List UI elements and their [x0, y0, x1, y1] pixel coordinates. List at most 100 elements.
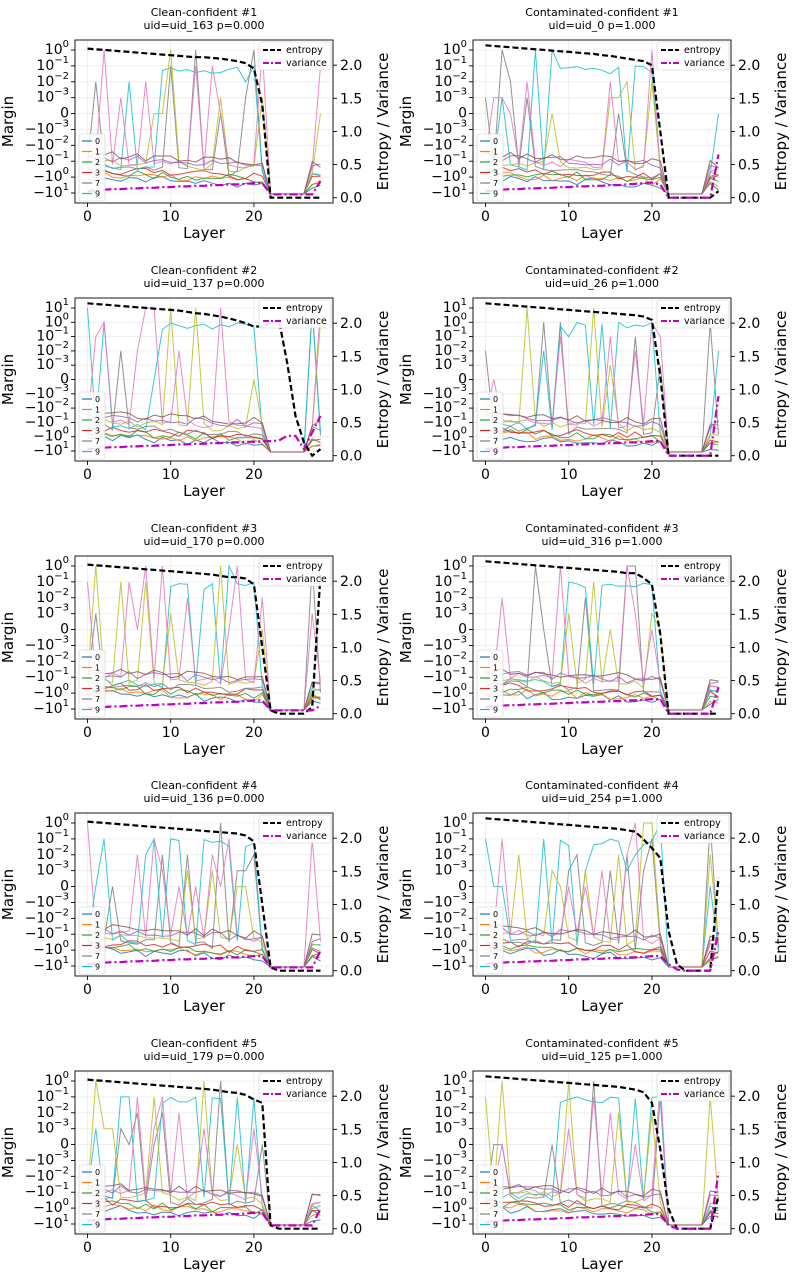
- legend-label-2: 2: [493, 1189, 498, 1198]
- y2-tick-label: 0.5: [738, 1189, 760, 1205]
- legend-label-1: 1: [493, 148, 498, 157]
- y-axis-label: Margin: [0, 354, 17, 405]
- y-tick-label: −10−1: [423, 923, 467, 942]
- legend-label-entropy: entropy: [684, 561, 721, 572]
- subplot-title: Clean-confident #1: [151, 6, 258, 19]
- y-tick-label: −101: [431, 440, 467, 459]
- y2-tick-label: 0.0: [738, 707, 760, 723]
- x-tick-label: 0: [481, 725, 490, 741]
- class-legend-box: [78, 391, 106, 460]
- variance-line: [87, 180, 322, 196]
- y-tick-label: 10−2: [36, 587, 69, 606]
- x-tick-label: 10: [162, 467, 180, 483]
- y-tick-label: −10−1: [423, 666, 467, 685]
- y2-tick-label: 1.5: [340, 607, 362, 623]
- y2-axis-label: Entropy / Variance: [772, 311, 790, 449]
- entropy-line: [485, 560, 719, 715]
- x-axis-label: Layer: [581, 740, 624, 758]
- legend-label-entropy: entropy: [286, 303, 323, 314]
- x-tick-label: 10: [162, 209, 180, 225]
- y2-tick-label: 1.0: [340, 1155, 362, 1171]
- y2-axis-label: Entropy / Variance: [772, 569, 790, 707]
- y-tick-label: 10−1: [36, 326, 69, 345]
- y-tick-label: −100: [33, 166, 69, 185]
- class-8-margin-line: [87, 49, 321, 195]
- y-tick-label: 0: [458, 1137, 467, 1153]
- y-tick-label: 100: [443, 39, 467, 58]
- x-tick-label: 0: [83, 467, 92, 483]
- legend-label-variance: variance: [286, 58, 327, 69]
- plot-frame: [74, 39, 334, 204]
- x-tick-label: 10: [560, 1240, 578, 1256]
- y-tick-label: 10−1: [36, 571, 69, 590]
- x-tick-label: 0: [83, 209, 92, 225]
- y2-axis-label: Entropy / Variance: [374, 569, 392, 707]
- class-3-margin-line: [87, 426, 321, 453]
- legend-label-7: 7: [493, 179, 498, 188]
- legend-label-variance: variance: [286, 831, 327, 842]
- legend-label-7: 7: [95, 437, 100, 446]
- class-5-margin-line: [485, 1183, 719, 1226]
- entropy-line: [87, 1078, 321, 1230]
- y2-tick-label: 2.0: [738, 574, 760, 590]
- metric-legend: entropy variance: [258, 41, 332, 71]
- legend-label-9: 9: [95, 963, 100, 972]
- y-tick-label: 0: [60, 106, 69, 122]
- legend-label-2: 2: [493, 931, 498, 940]
- variance-line: [485, 1172, 720, 1230]
- class-legend: 0 12 37 9: [78, 906, 106, 975]
- legend-label-9: 9: [493, 963, 498, 972]
- y-tick-label: −100: [33, 426, 69, 445]
- y-tick-label: −10−2: [25, 1165, 69, 1184]
- legend-label-9: 9: [95, 706, 100, 715]
- entropy-line: [87, 302, 322, 458]
- y-axis-label: Margin: [0, 612, 17, 663]
- y-tick-label: −10−3: [423, 118, 467, 137]
- class-6-margin-line: [87, 49, 321, 195]
- y-tick-label: 101: [443, 297, 467, 316]
- y2-tick-label: 2.0: [738, 316, 760, 332]
- x-axis-label: Layer: [183, 224, 226, 242]
- y-tick-label: 100: [443, 1070, 467, 1089]
- x-tick-label: 0: [83, 982, 92, 998]
- subplot-title: Clean-confident #4: [151, 779, 258, 792]
- y-tick-label: 100: [45, 311, 69, 330]
- y-tick-label: 0: [60, 1137, 69, 1153]
- y-tick-label: −10−2: [423, 1165, 467, 1184]
- plot-frame: [74, 1070, 334, 1235]
- y-tick-label: −10−1: [25, 1181, 69, 1200]
- y2-axis-label: Entropy / Variance: [374, 826, 392, 964]
- y-tick-label: 10−2: [36, 71, 69, 90]
- y-tick-label: −10−1: [423, 1181, 467, 1200]
- y-tick-label: −101: [431, 955, 467, 974]
- y2-tick-label: 2.0: [738, 831, 760, 847]
- y2-tick-label: 0.5: [738, 158, 760, 174]
- class-legend-box: [476, 1164, 504, 1233]
- legend-label-entropy: entropy: [286, 1076, 323, 1087]
- y-tick-label: −101: [33, 698, 69, 717]
- y2-tick-label: 1.0: [340, 124, 362, 140]
- y2-tick-label: 0.5: [340, 416, 362, 432]
- legend-label-entropy: entropy: [684, 303, 721, 314]
- entropy-line: [485, 1075, 720, 1230]
- legend-label-9: 9: [493, 1221, 498, 1230]
- legend-label-3: 3: [95, 685, 100, 694]
- class-legend: 0 12 37 9: [476, 649, 504, 718]
- y-tick-label: −101: [33, 182, 69, 201]
- legend-label-9: 9: [493, 448, 498, 457]
- class-legend: 0 12 37 9: [78, 133, 106, 202]
- x-tick-label: 10: [560, 467, 578, 483]
- y-tick-label: −10−3: [25, 383, 69, 402]
- legend-label-variance: variance: [684, 58, 725, 69]
- class-9-margin-line: [87, 64, 321, 195]
- metric-legend: entropy variance: [656, 814, 730, 844]
- y2-tick-label: 0.5: [738, 674, 760, 690]
- variance-line: [87, 699, 322, 712]
- y-tick-label: 100: [443, 311, 467, 330]
- y-axis-label: Margin: [397, 1127, 415, 1178]
